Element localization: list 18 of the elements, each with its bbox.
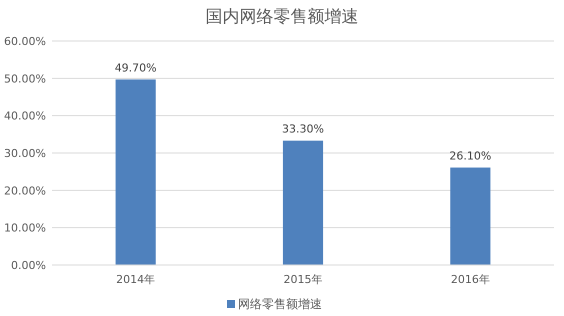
y-tick-label: 20.00% [4,184,46,198]
bar [450,168,490,265]
data-label: 26.10% [449,150,492,163]
y-tick-label: 40.00% [4,110,46,123]
chart-title: 国内网络零售额增速 [206,7,358,27]
y-tick-label: 30.00% [4,147,46,160]
x-tick-label: 2015年 [284,273,322,286]
x-tick-label: 2016年 [450,273,490,286]
y-tick-label: 0.00% [11,259,46,272]
y-tick-label: 60.00% [4,35,46,48]
data-label: 33.30% [282,122,324,136]
y-tick-label: 50.00% [4,72,46,86]
y-tick-label: 10.00% [4,222,46,235]
bar [116,79,156,265]
data-label: 49.70% [114,61,157,74]
x-tick-label: 2014年 [116,273,156,286]
bar [282,140,324,265]
legend-label: 网络零售额增速 [238,297,322,311]
